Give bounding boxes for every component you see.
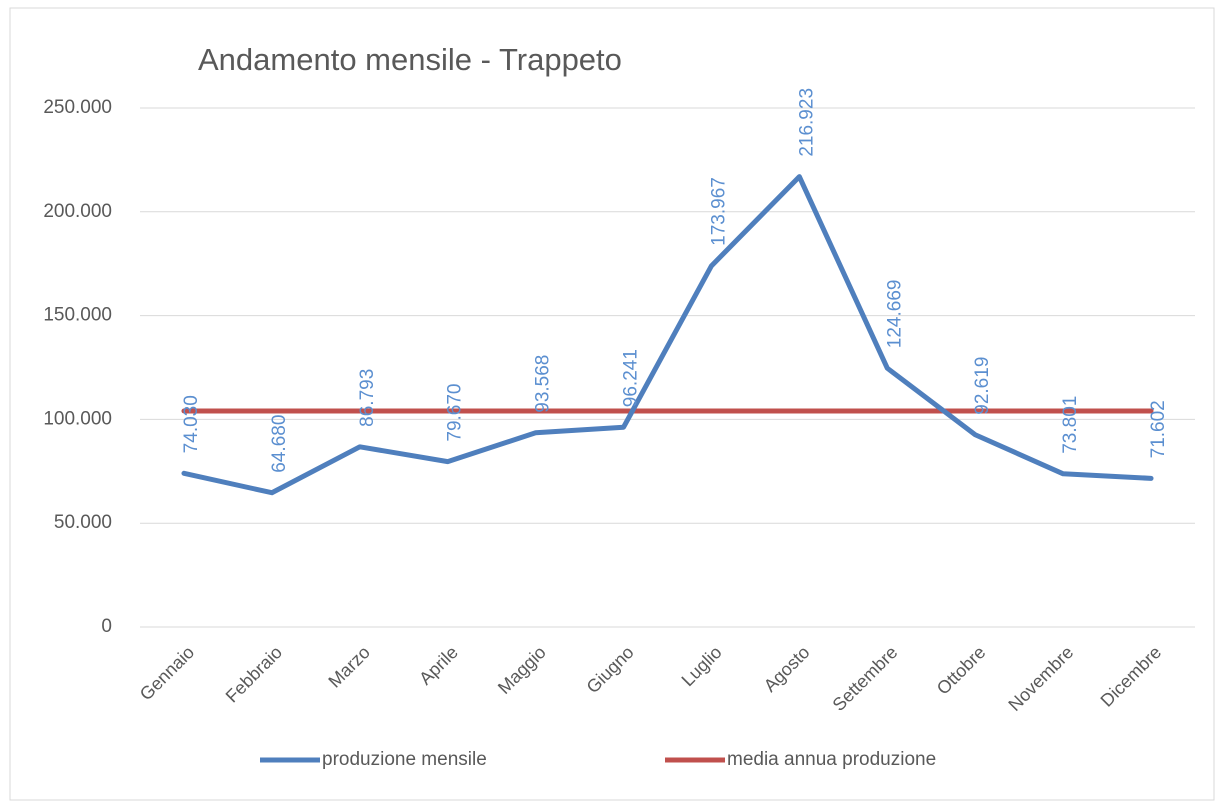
data-label: 173.967 bbox=[708, 177, 729, 246]
chart-border bbox=[9, 7, 1215, 801]
data-label: 93.568 bbox=[533, 355, 554, 413]
y-tick-label: 250.000 bbox=[43, 97, 112, 118]
data-label: 92.619 bbox=[972, 357, 993, 415]
y-tick-label: 200.000 bbox=[43, 201, 112, 222]
y-tick-label: 100.000 bbox=[43, 408, 112, 429]
data-label: 96.241 bbox=[621, 349, 642, 407]
legend-label: produzione mensile bbox=[322, 749, 487, 770]
data-label: 79.670 bbox=[445, 383, 466, 441]
data-label: 74.030 bbox=[181, 395, 202, 453]
y-tick-label: 150.000 bbox=[43, 305, 112, 326]
data-label: 64.680 bbox=[269, 415, 290, 473]
line-series bbox=[181, 174, 1154, 496]
legend-label: media annua produzione bbox=[727, 749, 936, 770]
data-label: 71.602 bbox=[1148, 400, 1169, 458]
chart-title: Andamento mensile - Trappeto bbox=[198, 42, 622, 77]
data-label: 86.793 bbox=[357, 369, 378, 427]
y-tick-label: 0 bbox=[101, 616, 112, 637]
y-tick-label: 50.000 bbox=[54, 512, 112, 533]
data-label: 216.923 bbox=[796, 88, 817, 157]
data-label: 124.669 bbox=[884, 279, 905, 348]
data-label: 73.801 bbox=[1060, 396, 1081, 454]
